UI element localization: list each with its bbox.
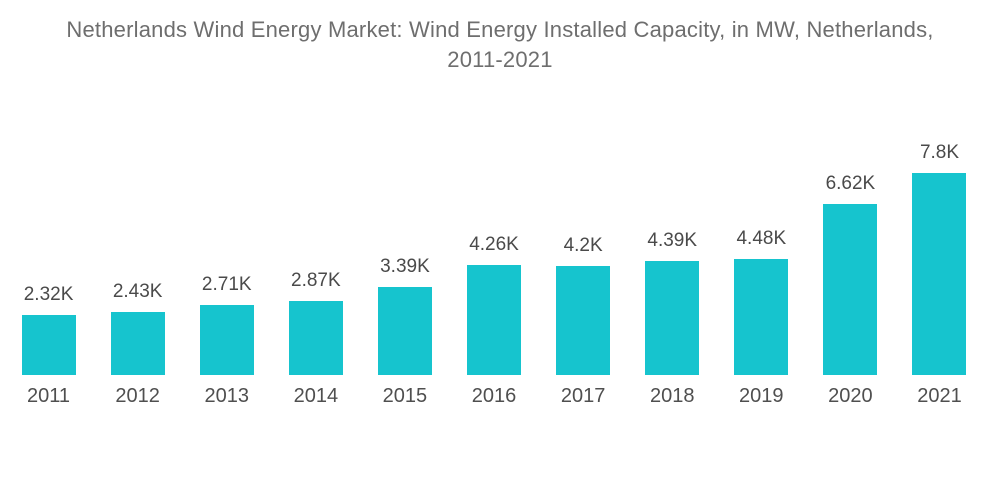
bar bbox=[467, 264, 522, 375]
bar-value-label: 7.8K bbox=[919, 142, 960, 163]
bar-value-label: 2.32K bbox=[23, 283, 74, 305]
x-axis-label: 2016 bbox=[471, 385, 517, 407]
x-axis-label: 2021 bbox=[917, 385, 962, 407]
x-axis-label: 2020 bbox=[828, 385, 873, 407]
bar-value-label: 2.43K bbox=[112, 281, 163, 303]
bar bbox=[199, 304, 254, 375]
x-axis-label: 2013 bbox=[204, 385, 249, 407]
bar-value-label: 4.39K bbox=[647, 230, 698, 252]
bar bbox=[734, 259, 789, 375]
bar-column: 2.32K 2011 bbox=[4, 100, 93, 408]
bar bbox=[556, 266, 611, 375]
bar bbox=[288, 300, 343, 375]
bar bbox=[645, 261, 700, 375]
bar-column: 2.87K 2014 bbox=[271, 100, 360, 408]
bar-column: 3.39K 2015 bbox=[360, 100, 449, 408]
x-axis-label: 2012 bbox=[115, 385, 160, 407]
bar-chart: 2.32K 2011 2.43K 2012 2.71K 2013 2.87K 2014 3.39… bbox=[4, 100, 984, 408]
bar-column: 6.62K 2020 bbox=[806, 100, 895, 408]
x-axis-label: 2015 bbox=[382, 385, 428, 407]
bar-value-label: 4.48K bbox=[736, 228, 787, 249]
x-axis-label: 2011 bbox=[27, 385, 71, 407]
bar bbox=[823, 203, 878, 375]
chart-title: Netherlands Wind Energy Market: Wind Ene… bbox=[66, 17, 934, 72]
bar bbox=[912, 173, 967, 375]
bar-column: 4.39K 2018 bbox=[628, 100, 717, 408]
x-axis-label: 2014 bbox=[293, 385, 339, 407]
bar-column: 2.71K 2013 bbox=[182, 100, 271, 408]
bar bbox=[21, 314, 76, 375]
x-axis-label: 2017 bbox=[560, 385, 606, 407]
bar-column: 4.48K 2019 bbox=[717, 100, 806, 408]
bar-value-label: 4.26K bbox=[469, 233, 519, 255]
bar-value-label: 4.2K bbox=[563, 235, 603, 257]
bar-column: 7.8K 2021 bbox=[895, 100, 984, 408]
bar-value-label: 2.87K bbox=[291, 269, 341, 291]
x-axis-label: 2019 bbox=[739, 385, 784, 407]
bar-value-label: 2.71K bbox=[201, 273, 252, 295]
bar bbox=[377, 287, 432, 375]
bar-column: 2.43K 2012 bbox=[93, 100, 182, 408]
bar-value-label: 6.62K bbox=[825, 172, 876, 194]
bar-column: 4.2K 2017 bbox=[539, 100, 628, 408]
bar bbox=[110, 312, 165, 375]
bar-column: 4.26K 2016 bbox=[449, 100, 538, 408]
bar-value-label: 3.39K bbox=[380, 256, 430, 278]
x-axis-label: 2018 bbox=[649, 385, 695, 407]
